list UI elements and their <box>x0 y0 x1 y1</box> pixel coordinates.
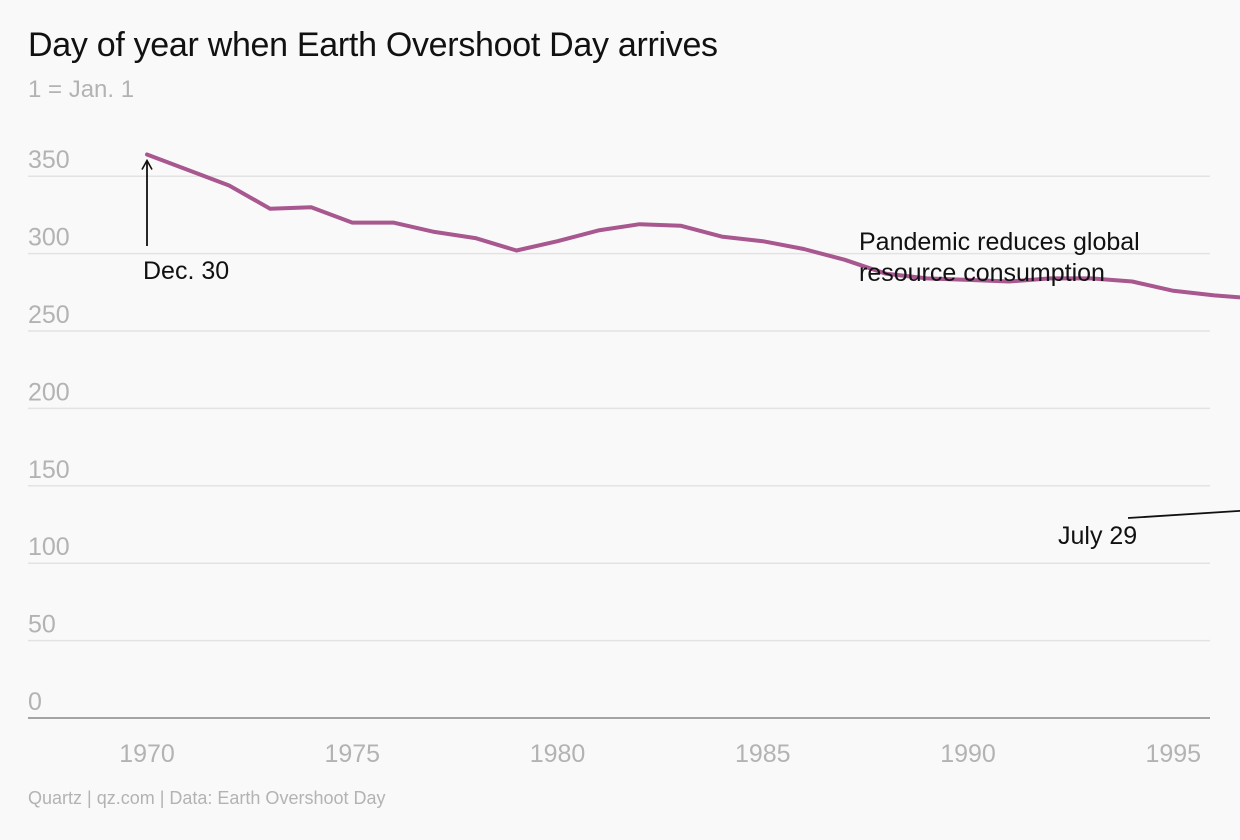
gridlines <box>28 175 1210 642</box>
y-tick-label-350: 350 <box>28 146 70 174</box>
source-note: Quartz | qz.com | Data: Earth Overshoot … <box>28 788 386 808</box>
x-tick-label-1970: 1970 <box>119 740 175 768</box>
y-tick-label-300: 300 <box>28 224 70 252</box>
y-tick-label-50: 50 <box>28 611 56 639</box>
y-tick-label-0: 0 <box>28 688 42 716</box>
annotation-july29: July 29 <box>1058 522 1137 550</box>
x-tick-label-1985: 1985 <box>735 740 791 768</box>
annotation-pandemic-line-1: Pandemic reduces global <box>859 228 1140 256</box>
x-tick-label-1975: 1975 <box>324 740 380 768</box>
y-axis: 0 50 100 150 200 250 300 350 <box>28 146 70 716</box>
chart-subtitle: 1 = Jan. 1 <box>28 76 135 103</box>
annotation-arrow-july29 <box>1127 509 1240 519</box>
y-tick-label-150: 150 <box>28 456 70 484</box>
x-tick-label-1980: 1980 <box>530 740 586 768</box>
x-tick-label-1995: 1995 <box>1145 740 1201 768</box>
chart-title: Day of year when Earth Overshoot Day arr… <box>28 26 718 64</box>
y-tick-label-200: 200 <box>28 378 70 406</box>
x-tick-label-1990: 1990 <box>940 740 996 768</box>
annotations: Dec. 30 Pandemic reduces global resource c… <box>141 158 1240 550</box>
x-axis: 1970197519801985199019952000200520102015… <box>119 740 1201 768</box>
y-tick-label-100: 100 <box>28 533 70 561</box>
series-line-overshoot-day <box>145 152 1240 300</box>
annotation-pandemic-line-2: resource consumption <box>859 259 1105 287</box>
y-tick-label-250: 250 <box>28 301 70 329</box>
annotation-dec30: Dec. 30 <box>143 257 229 285</box>
